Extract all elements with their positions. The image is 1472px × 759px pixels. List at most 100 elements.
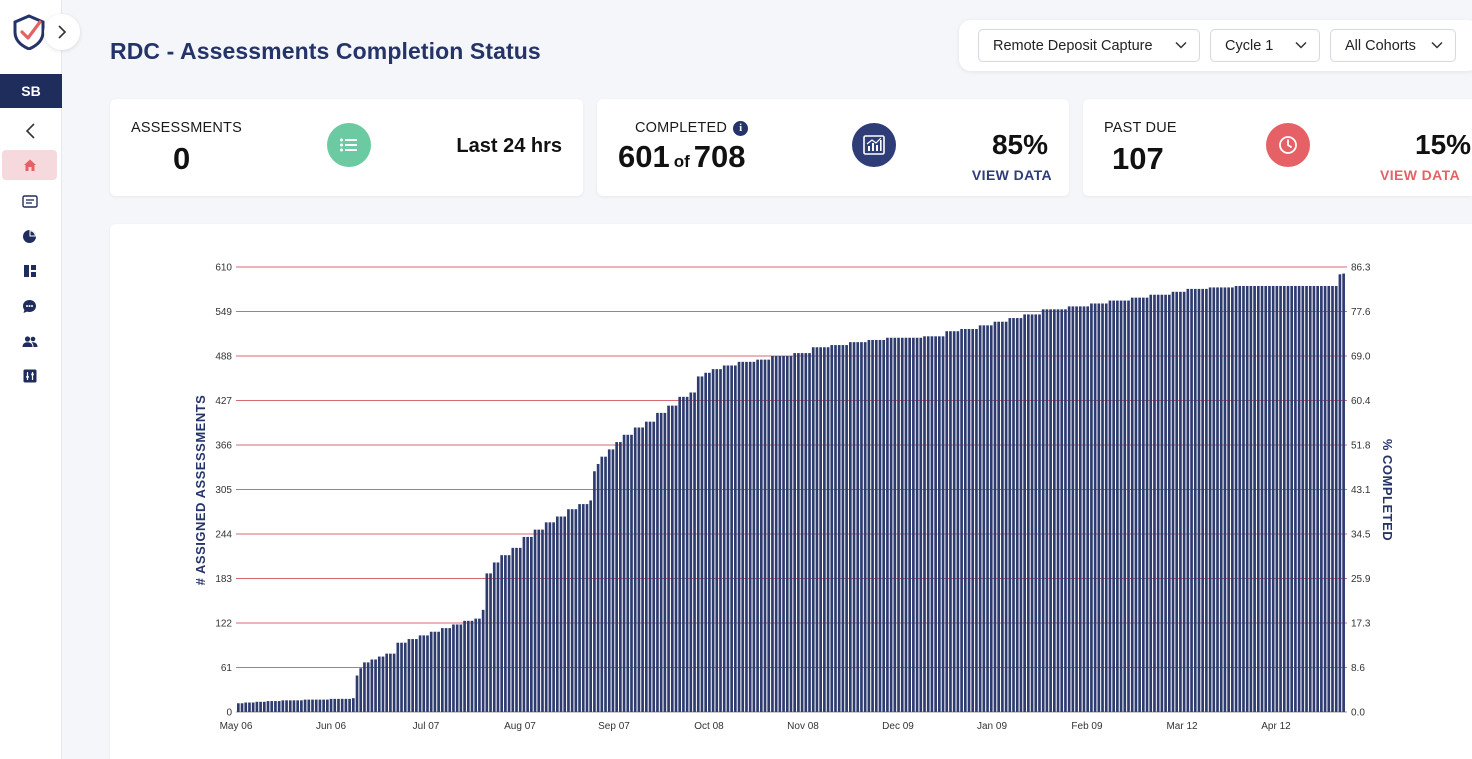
bar (441, 628, 444, 712)
bar (455, 624, 459, 712)
bar (1286, 285, 1290, 712)
bar (641, 427, 644, 712)
bar (474, 618, 478, 712)
bar (811, 347, 815, 712)
y2-tick-label: 60.4 (1351, 396, 1371, 407)
expand-sidebar-button[interactable] (44, 14, 80, 50)
user-avatar[interactable]: SB (0, 74, 62, 108)
bar (1290, 285, 1294, 712)
y-tick-label: 549 (215, 307, 232, 318)
bar (522, 536, 526, 712)
y2-tick-label: 77.6 (1351, 307, 1371, 318)
pie-chart-icon (23, 229, 36, 243)
bar (1275, 285, 1279, 712)
completion-chart-panel: 0 61 122 183 244 305 366 427 488 549 610 0.0 8.6 17.… (110, 224, 1472, 759)
bar (537, 529, 541, 712)
bar (874, 339, 878, 712)
bar (1256, 285, 1260, 712)
bar (570, 509, 574, 712)
bar (856, 342, 860, 712)
bar (348, 698, 351, 712)
bar (993, 321, 997, 712)
bar (963, 329, 967, 712)
bar (1008, 318, 1012, 712)
cohort-select-value: All Cohorts (1345, 37, 1416, 54)
bar (426, 635, 429, 712)
page-title: RDC - Assessments Completion Status (110, 38, 541, 64)
chevron-left-icon (25, 123, 35, 139)
nav-users[interactable] (2, 326, 57, 356)
bar (1279, 285, 1282, 712)
x-tick-label: Jul 07 (413, 721, 440, 732)
bar (511, 547, 515, 712)
nav-home[interactable] (2, 150, 57, 180)
bar (834, 345, 837, 712)
bar (1242, 285, 1245, 712)
bar (1097, 303, 1101, 712)
collapse-sidebar-button[interactable] (2, 116, 57, 146)
nav-settings[interactable] (2, 361, 57, 391)
bar (622, 434, 626, 712)
bar (1108, 300, 1112, 712)
bar (1093, 303, 1097, 712)
y-tick-label: 183 (215, 574, 232, 585)
bar (1327, 285, 1331, 712)
bar (507, 555, 511, 712)
bar (251, 702, 255, 712)
program-select[interactable]: Remote Deposit Capture (978, 29, 1200, 62)
bar (1197, 288, 1201, 712)
bar (938, 336, 941, 712)
nav-reports[interactable] (2, 221, 57, 251)
bar (1045, 309, 1049, 712)
bar (1012, 318, 1015, 712)
x-tick-label: Mar 12 (1166, 721, 1198, 732)
home-icon (23, 159, 36, 171)
chevron-down-icon (1431, 41, 1443, 49)
bar (533, 529, 537, 712)
bar (1253, 285, 1256, 712)
nav-dashboard[interactable] (2, 256, 57, 286)
cohort-select[interactable]: All Cohorts (1330, 29, 1456, 62)
bar (656, 412, 659, 712)
chevron-down-icon (1175, 41, 1187, 49)
bar (418, 635, 422, 712)
bar (548, 522, 552, 712)
completed-view-data-link[interactable]: VIEW DATA (971, 167, 1052, 183)
bar (340, 698, 344, 712)
cycle-select[interactable]: Cycle 1 (1210, 29, 1320, 62)
bar (711, 369, 715, 712)
bar (1234, 285, 1238, 712)
nav-assessments[interactable] (2, 186, 57, 216)
bar (767, 359, 771, 712)
bar (1201, 288, 1205, 712)
bar (433, 631, 437, 712)
bar (904, 337, 908, 712)
assessments-card: ASSESSMENTS 0 Last 24 hrs (110, 99, 583, 196)
bar (452, 624, 455, 712)
past-due-label: PAST DUE (1104, 120, 1177, 136)
bar (314, 699, 318, 712)
past-due-view-data-link[interactable]: VIEW DATA (1380, 167, 1461, 183)
info-icon[interactable]: i (733, 121, 749, 136)
bar (351, 698, 355, 712)
bar (541, 529, 544, 712)
bar (637, 427, 641, 712)
bar (748, 361, 752, 712)
bar (945, 331, 949, 712)
y-tick-label: 122 (215, 619, 232, 630)
bar (978, 325, 982, 712)
bar (1034, 314, 1038, 712)
bar (1331, 285, 1334, 712)
nav-messages[interactable] (2, 291, 57, 321)
completion-chart: 0 61 122 183 244 305 366 427 488 549 610 0.0 8.6 17.… (193, 263, 1395, 733)
bar (763, 359, 767, 712)
app-logo-icon[interactable] (12, 14, 46, 50)
bar (967, 329, 971, 712)
bar (492, 562, 496, 712)
bar (715, 369, 719, 712)
bar (470, 620, 474, 712)
bar (563, 516, 567, 712)
bar (1130, 297, 1134, 712)
bar (663, 412, 667, 712)
bar (1249, 285, 1253, 712)
